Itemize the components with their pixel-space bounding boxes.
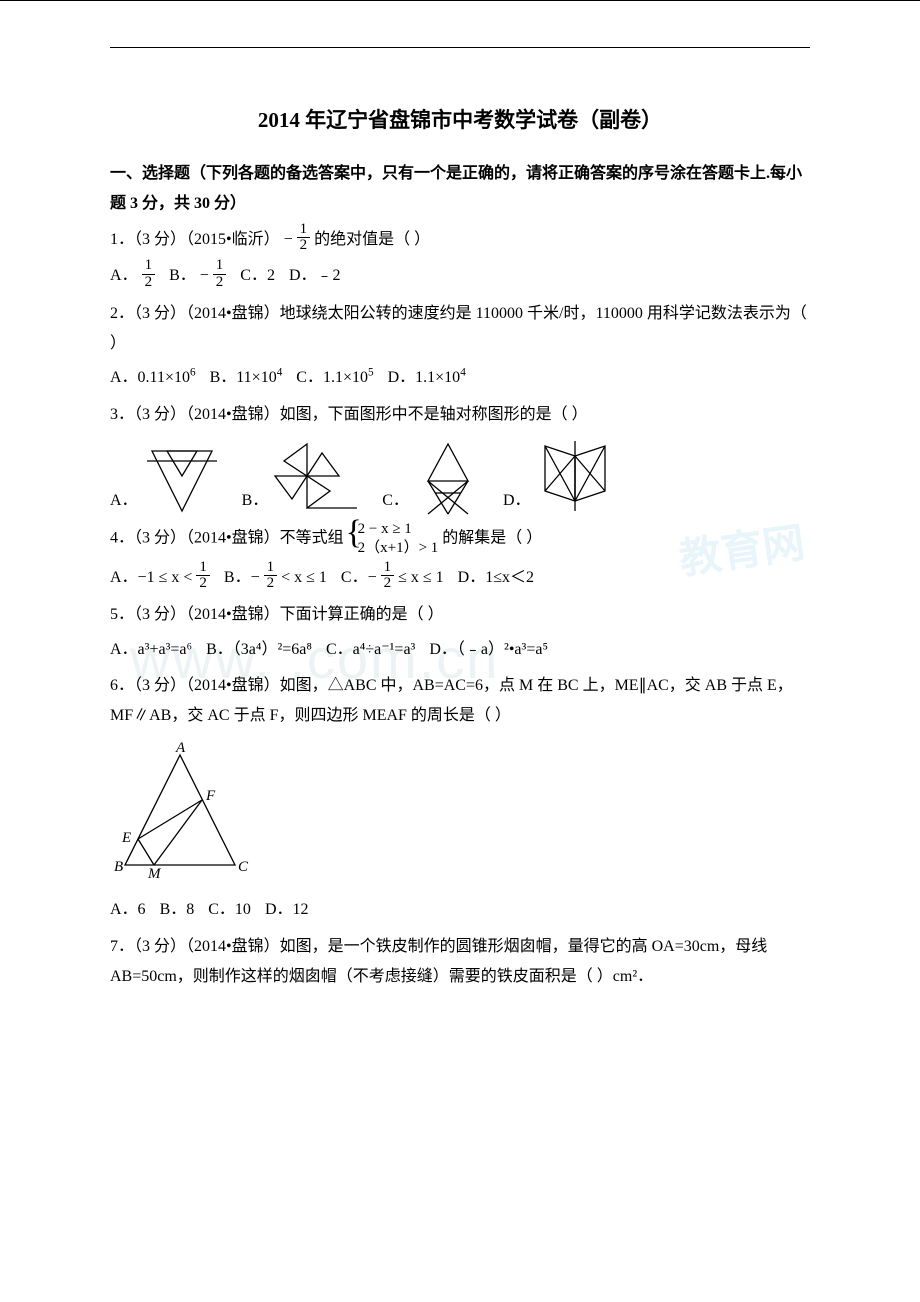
fig-label: A． xyxy=(110,486,138,516)
question-4: 4．（3 分）（2014•盘锦）不等式组 2 − x ≥ 1 2（x+1）> 1… xyxy=(110,520,810,558)
q1-opt-c: C．2 xyxy=(240,261,275,291)
frac-num: 1 xyxy=(196,560,210,577)
sup: 6 xyxy=(190,367,196,379)
opt-label: B． − xyxy=(169,267,213,284)
q3-fig-a: A． xyxy=(110,436,222,516)
q1-opt-b: B． − 1 2 xyxy=(169,260,226,293)
q6-opt-a: A．6 xyxy=(110,895,146,925)
frac-den: 2 xyxy=(213,275,227,291)
q4-opt-a: A．−1 ≤ x < 1 2 xyxy=(110,562,210,595)
triangle-figure-icon: A B C E F M xyxy=(110,740,260,880)
opt-text: B．11×10 xyxy=(210,369,277,386)
label-b: B xyxy=(114,859,123,875)
question-2: 2．（3 分）（2014•盘锦）地球绕太阳公转的速度约是 110000 千米/时… xyxy=(110,299,810,360)
q4-opt-d: D．1≤x＜2 xyxy=(458,563,534,593)
fig-label: B． xyxy=(242,486,269,516)
frac-den: 2 xyxy=(264,576,278,592)
opt-text: C．1.1×10 xyxy=(296,369,368,386)
frac-den: 2 xyxy=(297,238,311,254)
q1-options: A． 1 2 B． − 1 2 C．2 D．﹣2 xyxy=(110,260,810,293)
q4-opt-c: C．− 1 2 ≤ x ≤ 1 xyxy=(341,562,444,595)
frac: 1 2 xyxy=(264,560,278,593)
sup: 4 xyxy=(460,367,466,379)
label-a: A xyxy=(175,740,186,756)
opt-text: C．− xyxy=(341,569,381,586)
page-title: 2014 年辽宁省盘锦市中考数学试卷（副卷） xyxy=(110,101,810,141)
opt-label: A． xyxy=(110,267,138,284)
q3-figures: A． B． C． xyxy=(110,436,810,516)
q4-stem-post: 的解集是（ ） xyxy=(442,530,542,547)
question-6: 6．（3 分）（2014•盘锦）如图，△ABC 中，AB=AC=6，点 M 在 … xyxy=(110,671,810,732)
sup: 5 xyxy=(368,367,374,379)
question-1: 1．（3 分）（2015•临沂） − 1 2 的绝对值是（ ） xyxy=(110,224,810,257)
q6-opt-b: B．8 xyxy=(160,895,195,925)
symmetry-figure-d-icon xyxy=(535,436,615,516)
symmetry-figure-b-icon xyxy=(272,436,362,516)
frac: 1 2 xyxy=(381,560,395,593)
q3-fig-b: B． xyxy=(242,436,363,516)
opt-text: < x ≤ 1 xyxy=(281,569,327,586)
frac-num: 1 xyxy=(297,222,311,239)
q1-frac: 1 2 xyxy=(297,222,311,255)
symmetry-figure-a-icon xyxy=(142,436,222,516)
q6-options: A．6 B．8 C．10 D．12 xyxy=(110,895,810,925)
frac-num: 1 xyxy=(381,560,395,577)
q5-options: A．a³+a³=a⁶ B．（3a⁴）²=6a⁸ C．a⁴÷a⁻¹=a³ D．（﹣… xyxy=(110,635,810,665)
q1-opt-a: A． 1 2 xyxy=(110,260,155,293)
q1-b-frac: 1 2 xyxy=(213,258,227,291)
question-5: 5．（3 分）（2014•盘锦）下面计算正确的是（ ） xyxy=(110,600,810,630)
opt-text: ≤ x ≤ 1 xyxy=(398,569,444,586)
label-f: F xyxy=(205,788,216,804)
eq-top: 2 − x ≥ 1 xyxy=(358,520,439,539)
q4-options: A．−1 ≤ x < 1 2 B．− 1 2 < x ≤ 1 C．− 1 2 ≤… xyxy=(110,562,810,595)
frac-num: 1 xyxy=(213,258,227,275)
q2-opt-b: B．11×104 xyxy=(210,363,283,393)
question-3: 3．（3 分）（2014•盘锦）如图，下面图形中不是轴对称图形的是（ ） xyxy=(110,400,810,430)
fig-label: D． xyxy=(503,486,531,516)
frac-num: 1 xyxy=(264,560,278,577)
frac-num: 1 xyxy=(142,258,156,275)
frac-den: 2 xyxy=(142,275,156,291)
q1-stem-pre: 1．（3 分）（2015•临沂） − xyxy=(110,231,297,248)
q4-opt-b: B．− 1 2 < x ≤ 1 xyxy=(224,562,327,595)
q6-figure: A B C E F M xyxy=(110,740,810,891)
symmetry-figure-c-icon xyxy=(413,436,483,516)
q2-opt-d: D．1.1×104 xyxy=(388,363,466,393)
q5-opt-b: B．（3a⁴）²=6a⁸ xyxy=(206,635,312,665)
label-c: C xyxy=(238,859,249,875)
label-e: E xyxy=(121,830,131,846)
q2-options: A．0.11×106 B．11×104 C．1.1×105 D．1.1×104 xyxy=(110,363,810,393)
sup: 4 xyxy=(277,367,283,379)
eq-bot: 2（x+1）> 1 xyxy=(358,539,439,558)
fig-label: C． xyxy=(382,486,409,516)
section-header: 一、选择题（下列各题的备选答案中，只有一个是正确的，请将正确答案的序号涂在答题卡… xyxy=(110,159,810,220)
q1-a-frac: 1 2 xyxy=(142,258,156,291)
opt-text: B．− xyxy=(224,569,264,586)
frac-den: 2 xyxy=(196,576,210,592)
q5-opt-c: C．a⁴÷a⁻¹=a³ xyxy=(326,635,415,665)
q1-opt-d: D．﹣2 xyxy=(289,261,341,291)
q3-fig-d: D． xyxy=(503,436,615,516)
q3-fig-c: C． xyxy=(382,436,483,516)
opt-text: A．−1 ≤ x < xyxy=(110,569,196,586)
opt-text: D．1.1×10 xyxy=(388,369,461,386)
question-7: 7．（3 分）（2014•盘锦）如图，是一个铁皮制作的圆锥形烟囱帽，量得它的高 … xyxy=(110,932,810,993)
q4-system: 2 − x ≥ 1 2（x+1）> 1 xyxy=(348,520,439,558)
q6-opt-c: C．10 xyxy=(208,895,251,925)
label-m: M xyxy=(147,866,162,880)
q4-stem-pre: 4．（3 分）（2014•盘锦）不等式组 xyxy=(110,530,344,547)
q6-opt-d: D．12 xyxy=(265,895,309,925)
q1-stem-post: 的绝对值是（ ） xyxy=(314,231,430,248)
q2-opt-c: C．1.1×105 xyxy=(296,363,373,393)
q2-opt-a: A．0.11×106 xyxy=(110,363,196,393)
q5-opt-d: D．（﹣a）²•a³=a⁵ xyxy=(429,635,548,665)
frac: 1 2 xyxy=(196,560,210,593)
q5-opt-a: A．a³+a³=a⁶ xyxy=(110,635,192,665)
opt-text: A．0.11×10 xyxy=(110,369,190,386)
frac-den: 2 xyxy=(381,576,395,592)
